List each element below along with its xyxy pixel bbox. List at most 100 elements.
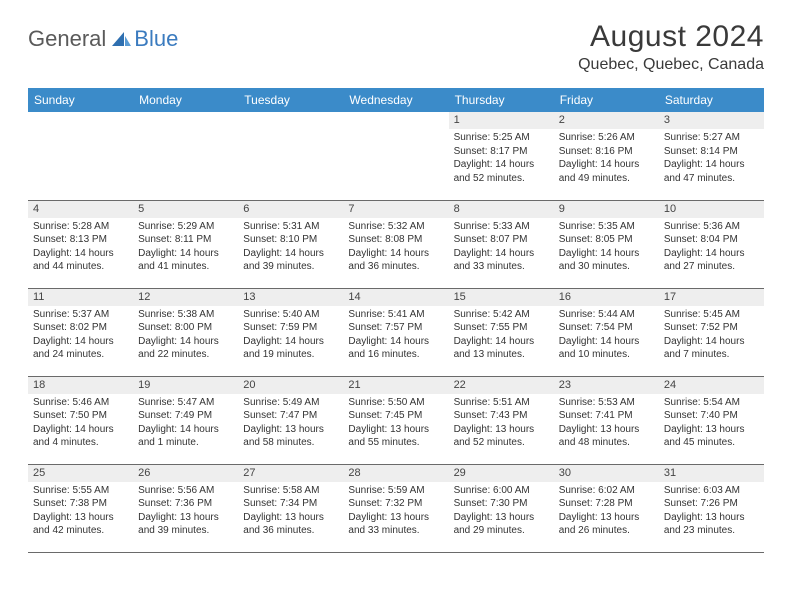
sunset-text: Sunset: 7:49 PM (138, 409, 233, 423)
day-number: 22 (449, 377, 554, 394)
day-number: 30 (554, 465, 659, 482)
weekday-header: Sunday (28, 88, 133, 112)
day-number: 6 (238, 201, 343, 218)
calendar-day-cell: 22Sunrise: 5:51 AMSunset: 7:43 PMDayligh… (449, 376, 554, 464)
calendar-day-cell: 1Sunrise: 5:25 AMSunset: 8:17 PMDaylight… (449, 112, 554, 200)
day-data: Sunrise: 5:32 AMSunset: 8:08 PMDaylight:… (343, 218, 448, 278)
sunset-text: Sunset: 7:28 PM (559, 497, 654, 511)
daylight-text: Daylight: 13 hours and 23 minutes. (664, 511, 759, 538)
day-data: Sunrise: 5:26 AMSunset: 8:16 PMDaylight:… (554, 129, 659, 189)
calendar-week-row: 25Sunrise: 5:55 AMSunset: 7:38 PMDayligh… (28, 464, 764, 552)
calendar-day-cell (238, 112, 343, 200)
sunrise-text: Sunrise: 5:58 AM (243, 484, 338, 498)
calendar-day-cell: 28Sunrise: 5:59 AMSunset: 7:32 PMDayligh… (343, 464, 448, 552)
day-number: 1 (449, 112, 554, 129)
month-title: August 2024 (578, 20, 764, 54)
sunrise-text: Sunrise: 5:40 AM (243, 308, 338, 322)
sunrise-text: Sunrise: 5:38 AM (138, 308, 233, 322)
day-data: Sunrise: 5:55 AMSunset: 7:38 PMDaylight:… (28, 482, 133, 542)
calendar-day-cell: 17Sunrise: 5:45 AMSunset: 7:52 PMDayligh… (659, 288, 764, 376)
day-number: 31 (659, 465, 764, 482)
sunset-text: Sunset: 8:11 PM (138, 233, 233, 247)
day-data: Sunrise: 5:41 AMSunset: 7:57 PMDaylight:… (343, 306, 448, 366)
sunset-text: Sunset: 8:02 PM (33, 321, 128, 335)
daylight-text: Daylight: 13 hours and 29 minutes. (454, 511, 549, 538)
weekday-header: Monday (133, 88, 238, 112)
calendar-day-cell: 16Sunrise: 5:44 AMSunset: 7:54 PMDayligh… (554, 288, 659, 376)
daylight-text: Daylight: 14 hours and 36 minutes. (348, 247, 443, 274)
sunset-text: Sunset: 7:36 PM (138, 497, 233, 511)
sunset-text: Sunset: 8:08 PM (348, 233, 443, 247)
day-number: 28 (343, 465, 448, 482)
sunset-text: Sunset: 7:45 PM (348, 409, 443, 423)
day-data: Sunrise: 5:47 AMSunset: 7:49 PMDaylight:… (133, 394, 238, 454)
day-data: Sunrise: 5:25 AMSunset: 8:17 PMDaylight:… (449, 129, 554, 189)
daylight-text: Daylight: 14 hours and 39 minutes. (243, 247, 338, 274)
daylight-text: Daylight: 14 hours and 49 minutes. (559, 158, 654, 185)
calendar-week-row: 11Sunrise: 5:37 AMSunset: 8:02 PMDayligh… (28, 288, 764, 376)
day-data: Sunrise: 5:56 AMSunset: 7:36 PMDaylight:… (133, 482, 238, 542)
calendar-week-row: 18Sunrise: 5:46 AMSunset: 7:50 PMDayligh… (28, 376, 764, 464)
day-data: Sunrise: 5:44 AMSunset: 7:54 PMDaylight:… (554, 306, 659, 366)
day-number: 15 (449, 289, 554, 306)
calendar-day-cell: 10Sunrise: 5:36 AMSunset: 8:04 PMDayligh… (659, 200, 764, 288)
day-number: 7 (343, 201, 448, 218)
sunrise-text: Sunrise: 5:56 AM (138, 484, 233, 498)
daylight-text: Daylight: 13 hours and 52 minutes. (454, 423, 549, 450)
day-data: Sunrise: 5:54 AMSunset: 7:40 PMDaylight:… (659, 394, 764, 454)
day-number: 21 (343, 377, 448, 394)
calendar-day-cell: 26Sunrise: 5:56 AMSunset: 7:36 PMDayligh… (133, 464, 238, 552)
sunset-text: Sunset: 8:13 PM (33, 233, 128, 247)
sunset-text: Sunset: 7:50 PM (33, 409, 128, 423)
weekday-header: Friday (554, 88, 659, 112)
day-number: 9 (554, 201, 659, 218)
weekday-header: Saturday (659, 88, 764, 112)
sunset-text: Sunset: 8:16 PM (559, 145, 654, 159)
daylight-text: Daylight: 14 hours and 13 minutes. (454, 335, 549, 362)
day-data: Sunrise: 5:33 AMSunset: 8:07 PMDaylight:… (449, 218, 554, 278)
sunset-text: Sunset: 7:43 PM (454, 409, 549, 423)
sunrise-text: Sunrise: 5:53 AM (559, 396, 654, 410)
day-number: 4 (28, 201, 133, 218)
sunrise-text: Sunrise: 5:41 AM (348, 308, 443, 322)
daylight-text: Daylight: 14 hours and 27 minutes. (664, 247, 759, 274)
day-data: Sunrise: 5:45 AMSunset: 7:52 PMDaylight:… (659, 306, 764, 366)
sunrise-text: Sunrise: 5:49 AM (243, 396, 338, 410)
sunrise-text: Sunrise: 5:35 AM (559, 220, 654, 234)
daylight-text: Daylight: 13 hours and 48 minutes. (559, 423, 654, 450)
day-data: Sunrise: 5:58 AMSunset: 7:34 PMDaylight:… (238, 482, 343, 542)
daylight-text: Daylight: 13 hours and 36 minutes. (243, 511, 338, 538)
calendar-page: General Blue August 2024 Quebec, Quebec,… (0, 0, 792, 573)
day-data: Sunrise: 5:46 AMSunset: 7:50 PMDaylight:… (28, 394, 133, 454)
daylight-text: Daylight: 13 hours and 26 minutes. (559, 511, 654, 538)
day-number: 12 (133, 289, 238, 306)
sunset-text: Sunset: 7:40 PM (664, 409, 759, 423)
calendar-day-cell: 14Sunrise: 5:41 AMSunset: 7:57 PMDayligh… (343, 288, 448, 376)
sunset-text: Sunset: 7:41 PM (559, 409, 654, 423)
daylight-text: Daylight: 14 hours and 19 minutes. (243, 335, 338, 362)
calendar-day-cell: 12Sunrise: 5:38 AMSunset: 8:00 PMDayligh… (133, 288, 238, 376)
sunrise-text: Sunrise: 5:55 AM (33, 484, 128, 498)
sunrise-text: Sunrise: 5:26 AM (559, 131, 654, 145)
sunrise-text: Sunrise: 5:33 AM (454, 220, 549, 234)
calendar-day-cell: 31Sunrise: 6:03 AMSunset: 7:26 PMDayligh… (659, 464, 764, 552)
sunrise-text: Sunrise: 5:29 AM (138, 220, 233, 234)
sunrise-text: Sunrise: 5:28 AM (33, 220, 128, 234)
page-header: General Blue August 2024 Quebec, Quebec,… (28, 20, 764, 74)
logo-text-blue: Blue (134, 26, 178, 52)
day-number: 25 (28, 465, 133, 482)
sunrise-text: Sunrise: 5:32 AM (348, 220, 443, 234)
daylight-text: Daylight: 13 hours and 58 minutes. (243, 423, 338, 450)
calendar-day-cell: 3Sunrise: 5:27 AMSunset: 8:14 PMDaylight… (659, 112, 764, 200)
day-data: Sunrise: 6:02 AMSunset: 7:28 PMDaylight:… (554, 482, 659, 542)
day-data: Sunrise: 5:36 AMSunset: 8:04 PMDaylight:… (659, 218, 764, 278)
sunrise-text: Sunrise: 5:46 AM (33, 396, 128, 410)
sunrise-text: Sunrise: 5:50 AM (348, 396, 443, 410)
sunrise-text: Sunrise: 5:36 AM (664, 220, 759, 234)
calendar-day-cell (133, 112, 238, 200)
sunrise-text: Sunrise: 6:03 AM (664, 484, 759, 498)
day-number: 10 (659, 201, 764, 218)
calendar-day-cell: 27Sunrise: 5:58 AMSunset: 7:34 PMDayligh… (238, 464, 343, 552)
daylight-text: Daylight: 14 hours and 44 minutes. (33, 247, 128, 274)
sunset-text: Sunset: 8:07 PM (454, 233, 549, 247)
